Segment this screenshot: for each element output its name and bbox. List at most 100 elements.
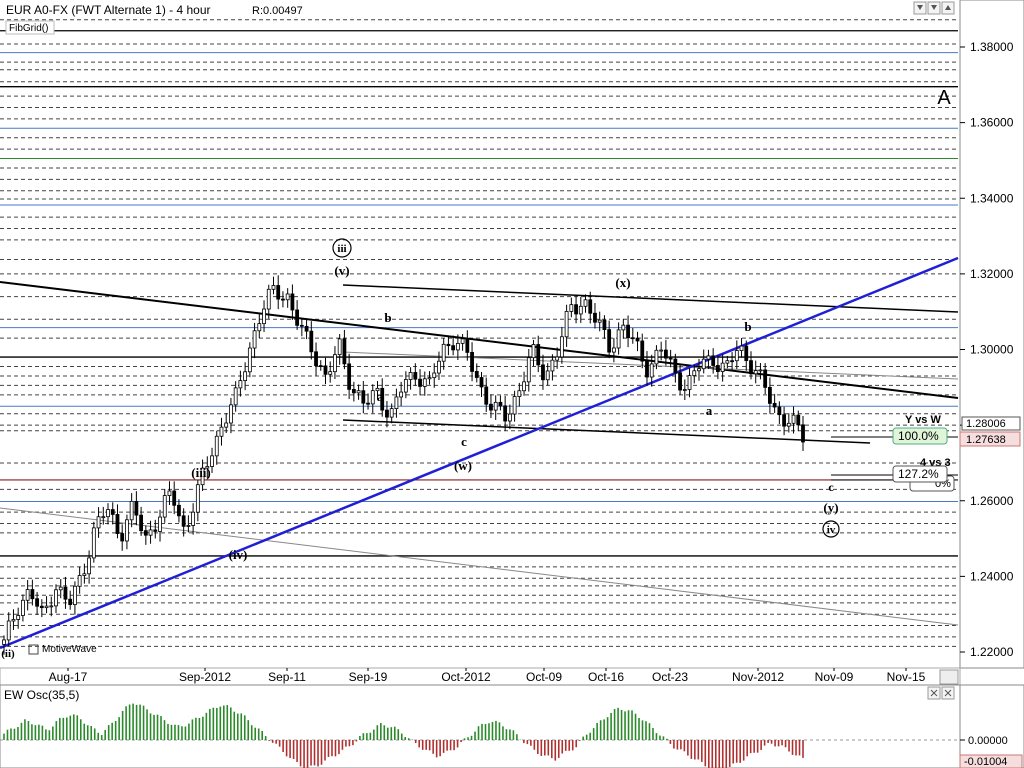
candle-body [711, 355, 716, 366]
trendline-blue[interactable] [0, 256, 959, 650]
candle-body [418, 378, 422, 387]
candle-body [309, 330, 314, 353]
candle-body [753, 370, 758, 375]
candle-body [25, 589, 30, 601]
wave-A-label: A [937, 87, 951, 109]
fib-grid-levels [0, 19, 958, 647]
candle-body [460, 338, 465, 344]
oscillator-axis-panel[interactable] [959, 684, 1024, 768]
candle-body [621, 324, 626, 331]
candle-body [512, 396, 517, 415]
scroll-handle[interactable] [939, 669, 959, 685]
ratio-label-yw: Y vs W [905, 414, 941, 426]
candle-body [659, 349, 664, 352]
candle-body [437, 360, 441, 374]
candle-body [243, 371, 248, 382]
time-axis-label: Oct-23 [652, 670, 688, 684]
candle-body [432, 372, 437, 379]
candle-body [299, 324, 304, 327]
time-axis-label: Nov-09 [815, 670, 854, 684]
candle-body [583, 299, 588, 307]
candle-body [2, 639, 6, 645]
candle-body [356, 390, 361, 394]
candle-body [777, 406, 782, 416]
candle-body [427, 377, 432, 380]
time-axis-label: Oct-16 [588, 670, 624, 684]
time-axis-label: Oct-09 [526, 670, 562, 684]
candle-body [772, 403, 777, 408]
price-panel[interactable] [0, 0, 960, 668]
candle-body [734, 350, 739, 362]
candle-body [238, 380, 243, 389]
candle-body [91, 527, 96, 559]
candle-body [6, 620, 11, 641]
candle-body [451, 345, 456, 351]
candle-body [701, 358, 706, 370]
candle-body [403, 379, 408, 393]
candle-body [30, 589, 35, 600]
candle-body [177, 504, 181, 517]
time-axis-label: Oct-2012 [441, 670, 491, 684]
candle-body [663, 349, 668, 359]
candle-body [101, 516, 106, 519]
price-axis-panel[interactable] [959, 0, 1024, 669]
candle-body [531, 344, 536, 359]
candle-body [536, 344, 541, 366]
wave-iv-circle [822, 520, 840, 538]
candle-body [276, 285, 281, 300]
trendline-black-top[interactable] [0, 281, 959, 399]
study-label-box[interactable] [5, 20, 55, 35]
wave-label: c [461, 434, 467, 449]
candle-body [186, 525, 191, 527]
candle-body [645, 360, 649, 378]
candle-body [110, 509, 115, 515]
candle-body [139, 514, 144, 532]
wave-label: (w) [454, 458, 472, 473]
last-price-text-2: 1.27638 [966, 434, 1006, 446]
last-price-tag-2 [959, 431, 1021, 447]
candle-body [768, 386, 772, 404]
candle-body [205, 466, 210, 469]
candle-body [290, 293, 295, 311]
candle-body [413, 372, 418, 380]
candle-body [35, 598, 39, 607]
candle-body [493, 401, 498, 411]
time-axis-label: Sep-19 [349, 670, 388, 684]
price-tick-label: 1.34000 [970, 191, 1014, 205]
candle-body [550, 359, 555, 372]
candle-body [678, 372, 682, 391]
candle-body [455, 342, 460, 351]
trendline-channel-lower[interactable] [342, 419, 871, 444]
candle-body [545, 370, 550, 381]
time-axis-label: Sep-11 [268, 670, 306, 684]
wave-label: (ii) [1, 648, 15, 660]
motivewave-label: MotiveWave [42, 644, 97, 655]
candle-body [791, 414, 796, 424]
candle-body [796, 414, 801, 426]
candle-body [233, 387, 238, 406]
candle-body [39, 605, 44, 609]
motivewave-toggle[interactable] [28, 644, 39, 655]
candle-body [68, 598, 73, 605]
candle-body [120, 533, 125, 542]
time-axis-label: Nov-2012 [732, 670, 784, 684]
trendline-channel-upper[interactable] [342, 284, 959, 313]
fib-127-box [892, 465, 948, 483]
candle-body [333, 354, 337, 373]
candle-body [597, 319, 602, 323]
candle-body [285, 293, 290, 301]
candle-body [630, 337, 635, 340]
candle-body [328, 371, 333, 375]
candle-body [366, 402, 370, 405]
candle-body [706, 355, 711, 360]
candle-body [134, 500, 139, 516]
candle-body [172, 490, 177, 506]
panel-controls-top[interactable] [913, 1, 955, 15]
candle-body [318, 365, 323, 368]
candle-body [115, 514, 120, 534]
candle-body [73, 585, 77, 605]
study-label: FibGrid() [9, 23, 48, 34]
panel-controls-osc[interactable] [927, 686, 955, 700]
candle-body [611, 347, 616, 353]
